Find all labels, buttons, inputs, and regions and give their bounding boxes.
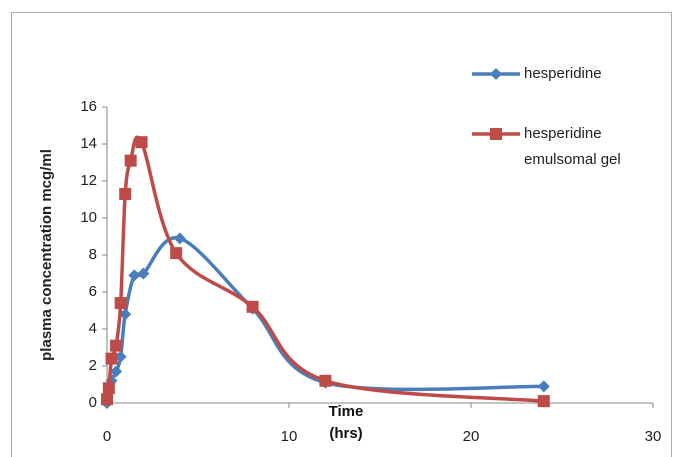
x-tick-label: 10 (281, 428, 298, 445)
marker (114, 297, 127, 310)
marker (246, 300, 259, 313)
y-tick-label: 14 (80, 135, 97, 152)
x-tick-label: 30 (645, 428, 662, 445)
marker (102, 382, 115, 395)
marker (137, 267, 150, 280)
marker (114, 350, 127, 363)
marker (119, 308, 132, 321)
y-tick-label: 16 (80, 98, 97, 115)
legend-label: hesperidine emulsomal gel (524, 125, 621, 168)
legend-label: hesperidine (524, 65, 602, 82)
marker (110, 339, 123, 352)
marker (105, 352, 118, 365)
marker (128, 269, 141, 282)
y-tick-label: 12 (80, 172, 97, 189)
y-axis-title: plasma concentration mcg/ml (38, 149, 55, 361)
y-tick-label: 0 (89, 394, 97, 411)
marker (135, 136, 148, 149)
marker (119, 187, 132, 200)
marker (490, 68, 502, 80)
marker (101, 393, 113, 406)
y-tick-label: 8 (89, 246, 97, 263)
y-tick-label: 4 (89, 320, 97, 337)
y-tick-label: 2 (89, 357, 97, 374)
marker (110, 365, 123, 378)
marker (173, 232, 186, 245)
x-axis-title: Time (hrs) (328, 403, 364, 442)
marker (124, 154, 137, 167)
y-tick-label: 10 (80, 209, 97, 226)
marker (170, 247, 183, 260)
x-tick-label: 0 (103, 428, 111, 445)
marker (319, 374, 332, 387)
y-tick-label: 6 (89, 283, 97, 300)
marker (490, 128, 502, 140)
marker (537, 380, 550, 393)
marker (537, 395, 550, 408)
x-tick-label: 20 (463, 428, 480, 445)
chart-border (11, 12, 672, 457)
